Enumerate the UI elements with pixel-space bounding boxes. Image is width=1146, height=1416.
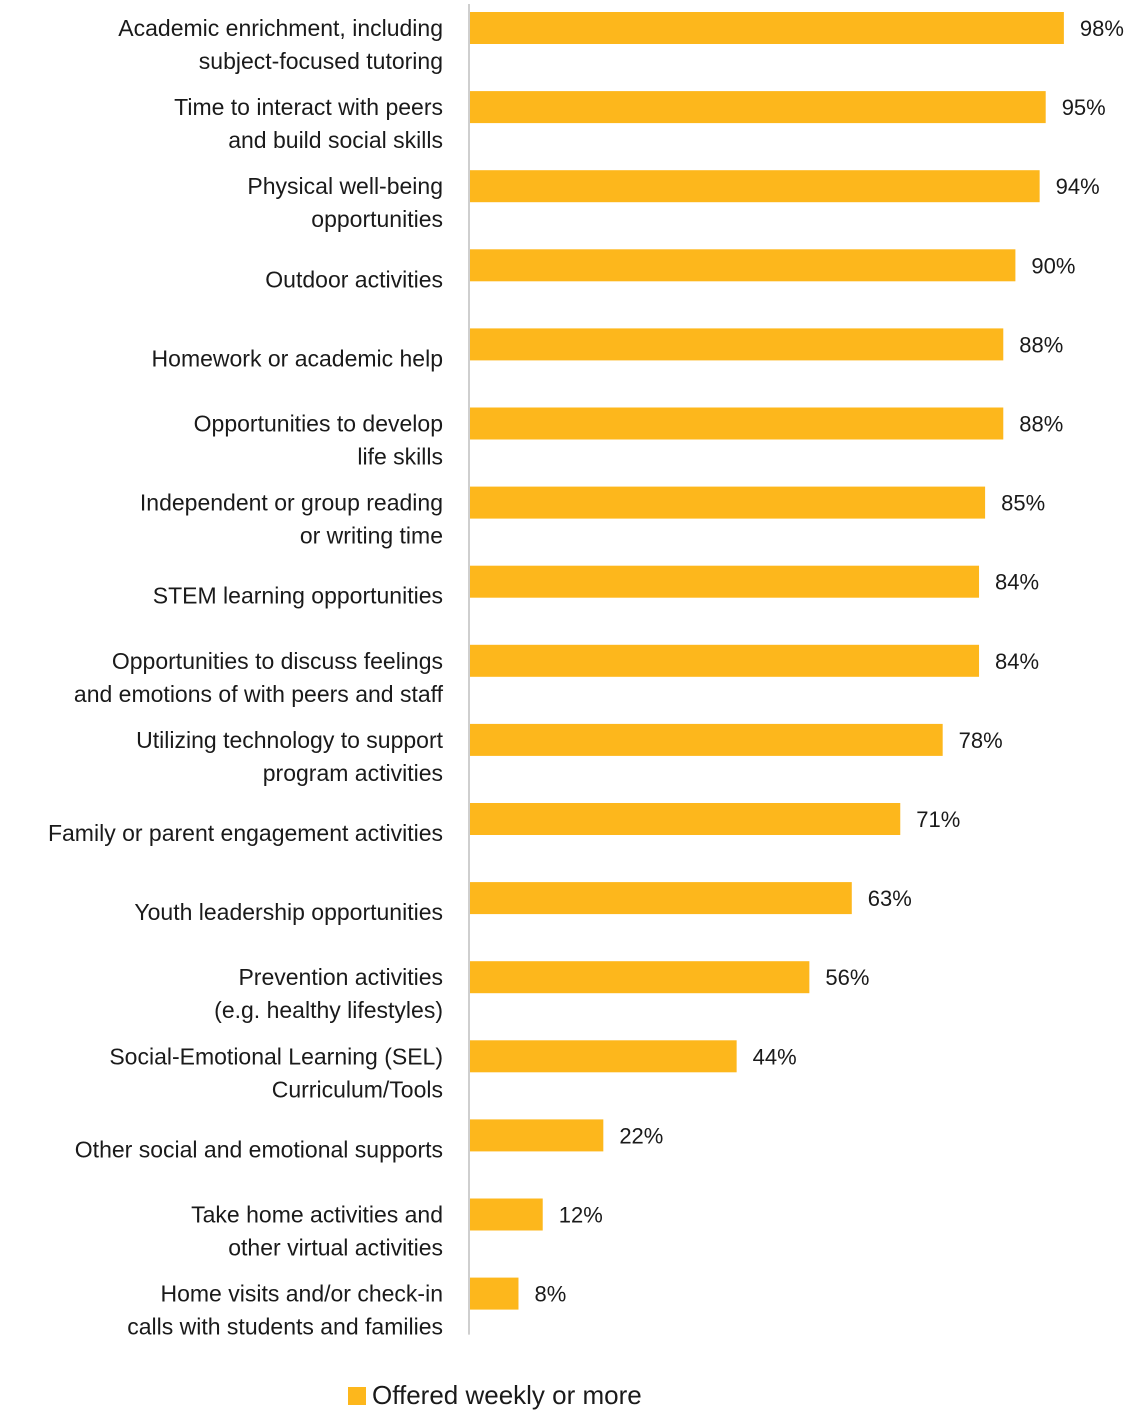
category-label-line: Curriculum/Tools <box>272 1076 443 1102</box>
category-label: STEM learning opportunities <box>153 583 443 609</box>
bar <box>470 882 852 915</box>
category-label: Academic enrichment, including subject-fo… <box>118 15 443 74</box>
category-label-line: subject-focused tutoring <box>199 48 443 74</box>
data-label: 98% <box>1080 16 1124 41</box>
category-label-line: Independent or group reading <box>140 490 443 516</box>
category-label-line: life skills <box>357 444 443 470</box>
category-label: Prevention activities (e.g. healthy lifes… <box>214 964 443 1023</box>
category-label-line: and build social skills <box>228 127 443 153</box>
category-label-line: opportunities <box>311 206 443 232</box>
category-label-line: Other social and emotional supports <box>75 1136 443 1162</box>
category-label: Utilizing technology to support program a… <box>136 727 443 786</box>
category-label-line: Outdoor activities <box>265 266 443 292</box>
category-label-line: Take home activities and <box>191 1202 443 1228</box>
bar <box>470 249 1016 282</box>
category-label: Outdoor activities <box>265 266 443 292</box>
bar <box>470 565 980 598</box>
data-label: 12% <box>559 1203 603 1228</box>
data-label: 63% <box>868 886 912 911</box>
bar <box>470 12 1064 44</box>
category-label: Independent or group reading or writing t… <box>140 490 443 549</box>
legend-swatch <box>348 1386 366 1405</box>
legend: Offered weekly or more <box>348 1380 642 1411</box>
category-label: Opportunities to develop life skills <box>194 411 443 470</box>
category-label-line: other virtual activities <box>228 1235 443 1261</box>
bar <box>470 644 980 677</box>
category-label-line: Opportunities to discuss feelings <box>112 648 443 674</box>
category-label-line: or writing time <box>300 523 443 549</box>
category-label-line: Physical well-being <box>247 173 443 199</box>
category-label-line: STEM learning opportunities <box>153 583 443 609</box>
category-label-line: Youth leadership opportunities <box>134 899 443 925</box>
category-label-line: calls with students and families <box>127 1314 443 1340</box>
data-label: 71% <box>916 807 960 832</box>
bar <box>470 723 943 756</box>
category-label: Family or parent engagement activities <box>48 820 443 846</box>
data-label: 88% <box>1019 332 1063 357</box>
category-label: Other social and emotional supports <box>75 1136 443 1162</box>
bar <box>470 1119 604 1152</box>
bar <box>470 170 1040 203</box>
bar <box>470 1277 519 1310</box>
data-label: 88% <box>1019 412 1063 437</box>
bar <box>470 803 901 835</box>
category-label: Home visits and/or check-in calls with st… <box>127 1281 443 1340</box>
category-label: Opportunities to discuss feelings and emo… <box>74 648 444 707</box>
category-label-line: and emotions of with peers and staff <box>74 681 444 707</box>
category-label: Physical well-being opportunities <box>247 173 443 232</box>
bar <box>470 1040 737 1073</box>
bar <box>470 91 1046 124</box>
data-label: 94% <box>1056 174 1100 199</box>
category-label: Time to interact with peers and build soc… <box>174 94 443 153</box>
category-label: Homework or academic help <box>152 345 443 371</box>
category-label-line: Time to interact with peers <box>174 94 443 120</box>
category-label-line: (e.g. healthy lifestyles) <box>214 997 443 1023</box>
category-label: Social-Emotional Learning (SEL) Curriculu… <box>109 1043 443 1102</box>
data-label: 22% <box>619 1123 663 1148</box>
data-label: 84% <box>995 570 1039 595</box>
bar <box>470 961 810 994</box>
data-label: 84% <box>995 649 1039 674</box>
category-label-line: Home visits and/or check-in <box>161 1281 444 1307</box>
category-label-line: Prevention activities <box>238 964 443 990</box>
bar <box>470 328 1004 361</box>
data-label: 85% <box>1001 491 1045 516</box>
data-label: 78% <box>959 728 1003 753</box>
category-label-line: Homework or academic help <box>152 345 443 371</box>
category-label-line: Utilizing technology to support <box>136 727 443 753</box>
data-label: 8% <box>534 1282 566 1307</box>
category-label: Take home activities and other virtual ac… <box>191 1202 443 1261</box>
data-label: 56% <box>825 965 869 990</box>
data-label: 90% <box>1031 253 1075 278</box>
data-label: 44% <box>753 1044 797 1069</box>
category-label: Youth leadership opportunities <box>134 899 443 925</box>
category-label-line: program activities <box>263 760 443 786</box>
legend-label: Offered weekly or more <box>372 1380 642 1410</box>
category-label-line: Family or parent engagement activities <box>48 820 443 846</box>
bar <box>470 1198 543 1231</box>
bar <box>470 486 986 519</box>
bar <box>470 407 1004 440</box>
category-label-line: Academic enrichment, including <box>118 15 443 41</box>
category-label-line: Opportunities to develop <box>194 411 443 437</box>
category-label-line: Social-Emotional Learning (SEL) <box>109 1043 443 1069</box>
data-label: 95% <box>1062 95 1106 120</box>
